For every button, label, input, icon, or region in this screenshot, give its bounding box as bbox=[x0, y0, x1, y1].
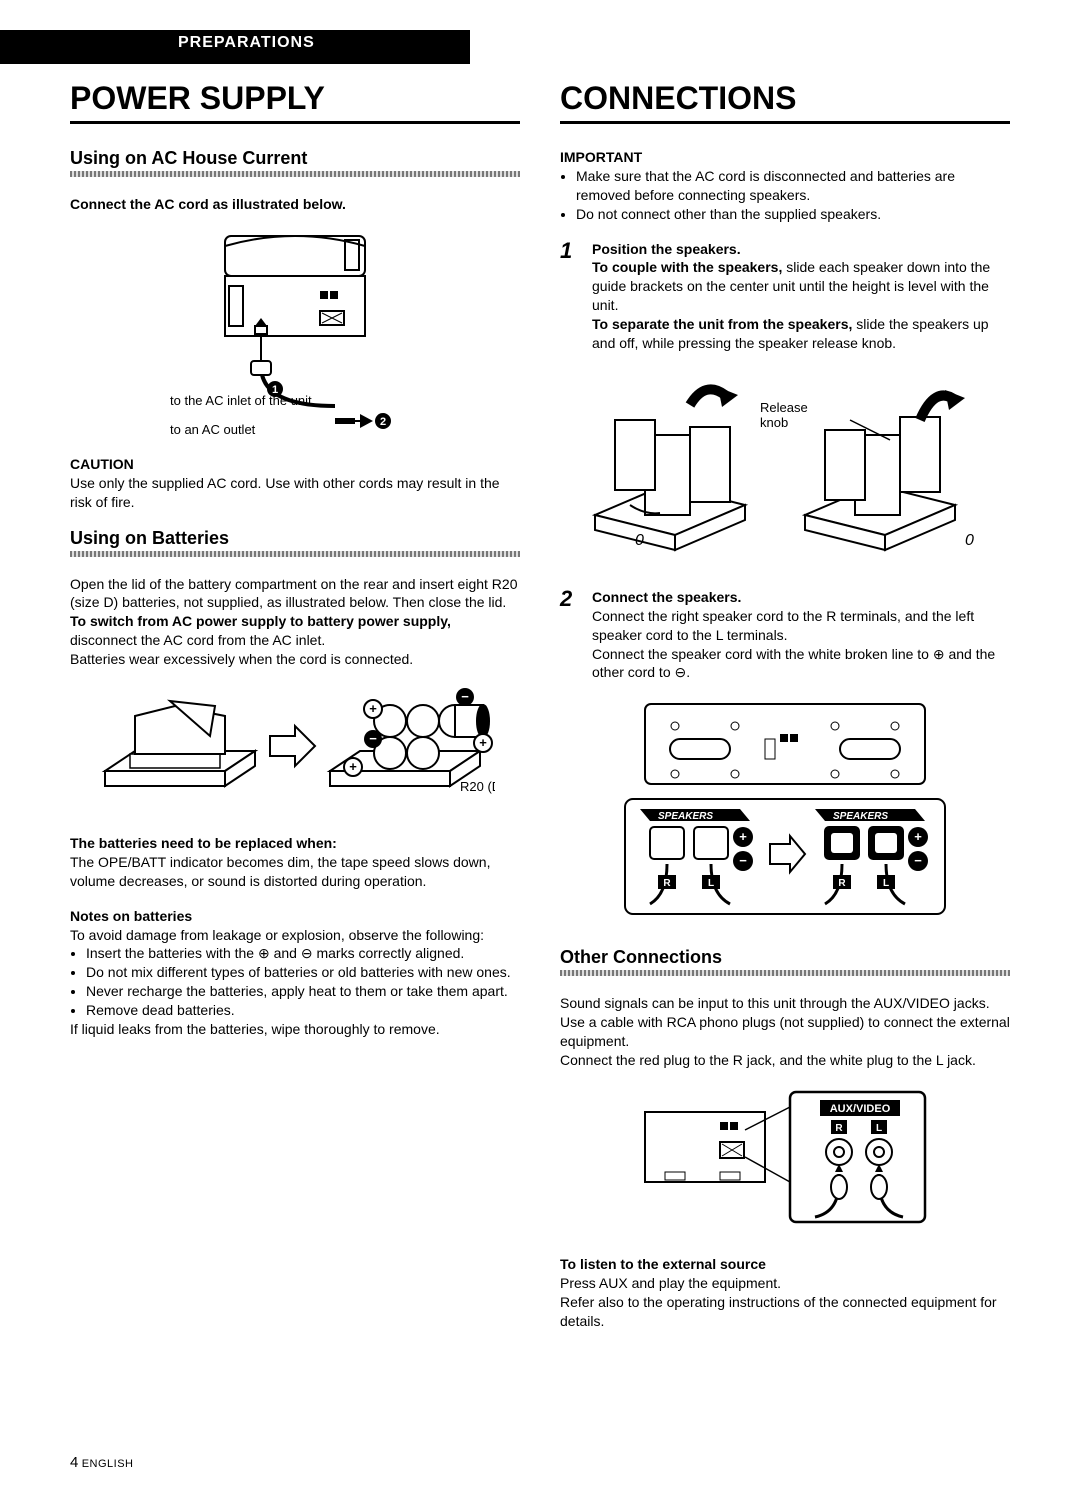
svg-text:−: − bbox=[739, 853, 747, 868]
note-item: Insert the batteries with the ⊕ and ⊖ ma… bbox=[86, 944, 520, 963]
svg-text:0: 0 bbox=[965, 532, 974, 549]
connect-speakers-figure: SPEAKERS + − R L SPEAKERS bbox=[560, 694, 1010, 929]
dotted-rule-3 bbox=[560, 970, 1010, 976]
connections-title: CONNECTIONS bbox=[560, 80, 1010, 117]
svg-text:−: − bbox=[914, 853, 922, 868]
notes-intro: To avoid damage from leakage or explosio… bbox=[70, 926, 520, 945]
svg-text:L: L bbox=[883, 878, 889, 889]
step1-b2: To separate the unit from the speakers, bbox=[592, 316, 852, 332]
svg-text:+: + bbox=[479, 735, 487, 750]
right-column: CONNECTIONS IMPORTANT Make sure that the… bbox=[560, 80, 1010, 1330]
speakers-r-label: SPEAKERS bbox=[833, 811, 888, 822]
batteries-p2: To switch from AC power supply to batter… bbox=[70, 612, 520, 650]
important-heading: IMPORTANT bbox=[560, 148, 1010, 167]
notes-end: If liquid leaks from the batteries, wipe… bbox=[70, 1020, 520, 1039]
svg-text:R: R bbox=[663, 878, 671, 889]
svg-text:R: R bbox=[835, 1123, 843, 1134]
dotted-rule bbox=[70, 171, 520, 177]
svg-text:2: 2 bbox=[380, 416, 386, 428]
ac-cord-figure: 1 2 to the AC inlet of the unit to an AC… bbox=[70, 226, 520, 437]
caution-text: Use only the supplied AC cord. Use with … bbox=[70, 474, 520, 512]
step1-heading: Position the speakers. bbox=[592, 240, 1010, 259]
replace-text: The OPE/BATT indicator becomes dim, the … bbox=[70, 853, 520, 891]
page-number: 4 bbox=[70, 1454, 78, 1471]
other-t3: Connect the red plug to the R jack, and … bbox=[560, 1051, 1010, 1070]
step-number-1: 1 bbox=[560, 240, 582, 353]
listen-t2: Refer also to the operating instructions… bbox=[560, 1293, 1010, 1331]
power-supply-title: POWER SUPPLY bbox=[70, 80, 520, 117]
aux-video-label: AUX/VIDEO bbox=[830, 1103, 891, 1115]
svg-text:+: + bbox=[739, 829, 747, 844]
step2-t1: Connect the right speaker cord to the R … bbox=[592, 607, 1010, 645]
battery-figure: + − + − + R20 (D) bbox=[70, 681, 520, 816]
listen-t1: Press AUX and play the equipment. bbox=[560, 1274, 1010, 1293]
speakers-l-label: SPEAKERS bbox=[658, 811, 713, 822]
svg-text:−: − bbox=[369, 731, 377, 746]
svg-text:+: + bbox=[349, 759, 357, 774]
dotted-rule-2 bbox=[70, 551, 520, 557]
step2-heading: Connect the speakers. bbox=[592, 588, 1010, 607]
svg-text:L: L bbox=[708, 878, 714, 889]
left-column: POWER SUPPLY Using on AC House Current C… bbox=[70, 80, 520, 1330]
batteries-heading: Using on Batteries bbox=[70, 528, 520, 549]
replace-heading: The batteries need to be replaced when: bbox=[70, 834, 520, 853]
page-lang: ENGLISH bbox=[82, 1458, 134, 1470]
step1-t1: To couple with the speakers, slide each … bbox=[592, 258, 1010, 315]
page-footer: 4 ENGLISH bbox=[70, 1454, 133, 1471]
batt-switch-bold: To switch from AC power supply to batter… bbox=[70, 613, 451, 629]
step-number-2: 2 bbox=[560, 588, 582, 682]
batt-switch-rest: disconnect the AC cord from the AC inlet… bbox=[70, 632, 325, 648]
r20-label: R20 (D) bbox=[460, 779, 495, 794]
rule bbox=[70, 121, 520, 124]
note-item: Remove dead batteries. bbox=[86, 1001, 520, 1020]
fig-label-2: to an AC outlet bbox=[170, 422, 255, 437]
other-connections-heading: Other Connections bbox=[560, 947, 1010, 968]
note-item: Never recharge the batteries, apply heat… bbox=[86, 982, 520, 1001]
fig-label-1: to the AC inlet of the unit bbox=[170, 393, 312, 408]
notes-heading: Notes on batteries bbox=[70, 907, 520, 926]
position-speakers-figure: 0 0 Release knob bbox=[560, 365, 1010, 590]
important-item: Make sure that the AC cord is disconnect… bbox=[576, 167, 1010, 205]
ac-instruction: Connect the AC cord as illustrated below… bbox=[70, 195, 520, 214]
svg-text:R: R bbox=[838, 878, 846, 889]
batteries-p1: Open the lid of the battery compartment … bbox=[70, 575, 520, 613]
other-t1: Sound signals can be input to this unit … bbox=[560, 994, 1010, 1013]
important-list: Make sure that the AC cord is disconnect… bbox=[560, 167, 1010, 224]
step1-t2: To separate the unit from the speakers, … bbox=[592, 315, 1010, 353]
aux-video-figure: AUX/VIDEO R L bbox=[560, 1082, 1010, 1237]
svg-text:L: L bbox=[876, 1123, 882, 1134]
important-item: Do not connect other than the supplied s… bbox=[576, 205, 1010, 224]
svg-text:0: 0 bbox=[635, 532, 644, 549]
release-knob-label: Release knob bbox=[760, 400, 830, 430]
step-2: 2 Connect the speakers. Connect the righ… bbox=[560, 588, 1010, 682]
rule bbox=[560, 121, 1010, 124]
notes-list: Insert the batteries with the ⊕ and ⊖ ma… bbox=[70, 944, 520, 1020]
step-1: 1 Position the speakers. To couple with … bbox=[560, 240, 1010, 353]
header-tab-label: PREPARATIONS bbox=[178, 34, 315, 52]
note-item: Do not mix different types of batteries … bbox=[86, 963, 520, 982]
step1-b1: To couple with the speakers, bbox=[592, 259, 782, 275]
svg-text:−: − bbox=[461, 689, 469, 704]
batteries-p2c: Batteries wear excessively when the cord… bbox=[70, 650, 520, 669]
svg-text:+: + bbox=[369, 701, 377, 716]
ac-heading: Using on AC House Current bbox=[70, 148, 520, 169]
step2-t2: Connect the speaker cord with the white … bbox=[592, 645, 1010, 683]
svg-text:+: + bbox=[914, 829, 922, 844]
other-t2: Use a cable with RCA phono plugs (not su… bbox=[560, 1013, 1010, 1051]
listen-heading: To listen to the external source bbox=[560, 1255, 1010, 1274]
caution-heading: CAUTION bbox=[70, 455, 520, 474]
